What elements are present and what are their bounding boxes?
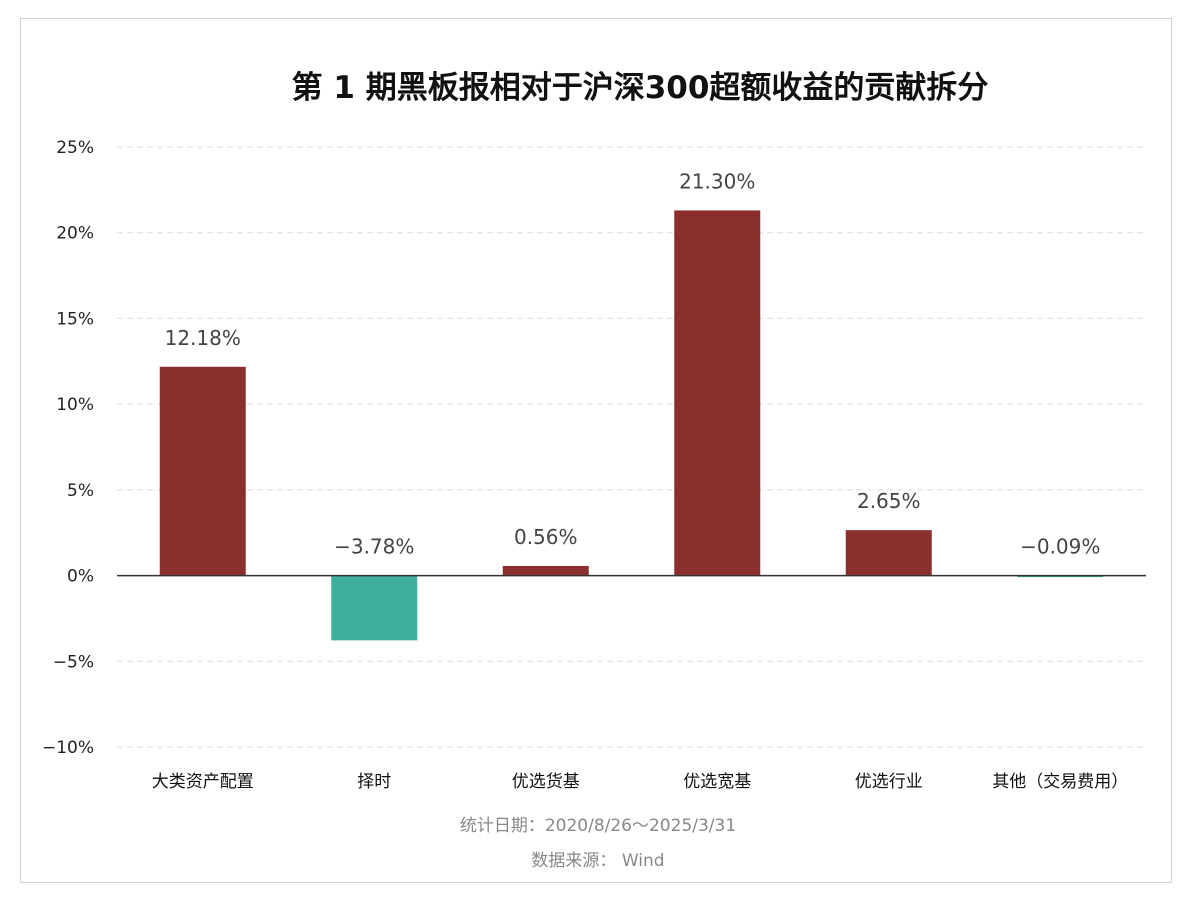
y-tick-label: 20%: [56, 224, 94, 244]
bar: [159, 366, 246, 576]
data-label: 0.56%: [514, 525, 578, 549]
data-label: 2.65%: [857, 489, 921, 513]
data-source-note: 数据来源： Wind: [531, 851, 665, 871]
y-tick-label: 0%: [67, 567, 94, 587]
x-tick-label: 优选宽基: [683, 772, 751, 792]
date-range-note: 统计日期：2020/8/26～2025/3/31: [459, 816, 737, 836]
data-label: 12.18%: [165, 326, 241, 350]
chart-frame: [20, 18, 1172, 883]
bar: [331, 575, 418, 641]
data-label: −0.09%: [1020, 535, 1100, 559]
bar: [1017, 575, 1104, 578]
x-tick-label: 优选行业: [855, 772, 923, 792]
y-tick-label: −5%: [53, 652, 94, 672]
data-label: 21.30%: [679, 169, 755, 193]
bar: [674, 210, 761, 576]
data-label: −3.78%: [334, 535, 414, 559]
y-tick-label: 10%: [56, 395, 94, 415]
y-tick-label: 15%: [56, 309, 94, 329]
x-tick-label: 其他（交易费用）: [992, 772, 1128, 792]
y-tick-label: 5%: [67, 481, 94, 501]
bar: [502, 565, 589, 576]
x-tick-label: 大类资产配置: [152, 772, 254, 792]
y-tick-label: 25%: [56, 138, 94, 158]
y-tick-label: −10%: [42, 738, 94, 758]
bar: [845, 530, 932, 576]
x-tick-label: 择时: [357, 772, 391, 792]
x-tick-label: 优选货基: [512, 772, 580, 792]
chart-title: 第 1 期黑板报相对于沪深300超额收益的贡献拆分: [291, 70, 989, 106]
